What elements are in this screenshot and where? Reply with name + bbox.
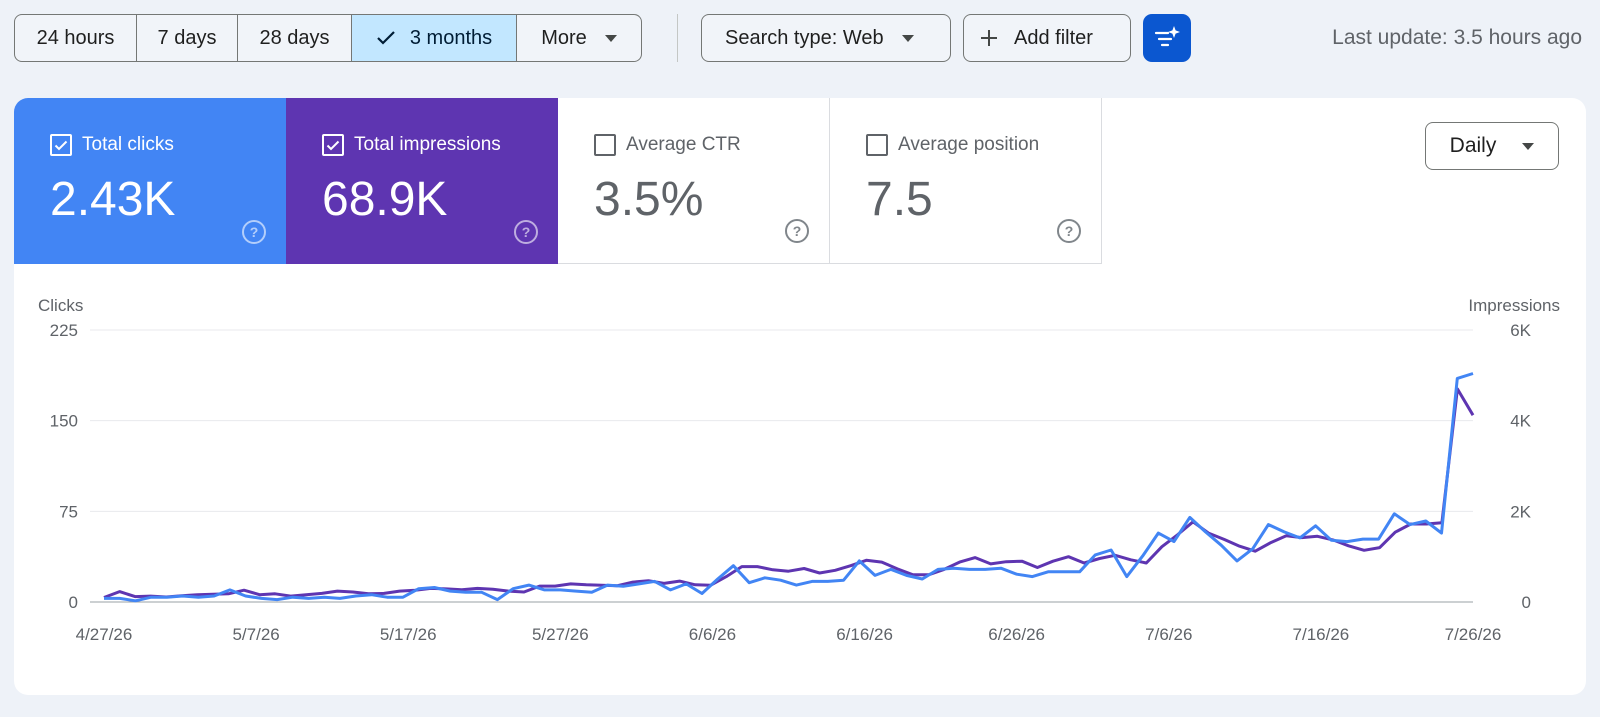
add-filter-button[interactable]: Add filter <box>963 14 1131 62</box>
range-28-days-label: 28 days <box>259 26 330 49</box>
left-tick-label: 0 <box>69 593 78 612</box>
metric-impressions-label: Total impressions <box>354 134 501 155</box>
x-tick-label: 4/27/26 <box>76 625 133 644</box>
caret-down-icon <box>604 34 617 42</box>
range-7-days[interactable]: 7 days <box>137 15 238 61</box>
help-icon[interactable]: ? <box>785 219 809 243</box>
x-tick-label: 6/6/26 <box>689 625 736 644</box>
performance-chart: Clicks Impressions 0 75 150 225 0 2K 4K 6K 4/2… <box>38 296 1560 644</box>
metric-clicks-label-row: Total clicks <box>50 134 174 156</box>
search-type-label: Search type: Web <box>725 26 884 49</box>
help-icon[interactable]: ? <box>1057 219 1081 243</box>
x-tick-label: 5/27/26 <box>532 625 589 644</box>
metric-total-impressions[interactable]: Total impressions 68.9K ? <box>286 98 558 264</box>
range-more-label: More <box>541 26 587 49</box>
toolbar-divider <box>677 14 678 62</box>
x-tick-label: 5/7/26 <box>232 625 279 644</box>
metric-average-position[interactable]: Average position 7.5 ? <box>830 98 1102 264</box>
impressions-series-line <box>103 387 1475 599</box>
metric-position-value: 7.5 <box>866 173 933 226</box>
plus-icon <box>981 30 997 46</box>
x-tick-label: 6/16/26 <box>836 625 893 644</box>
x-tick-label: 7/26/26 <box>1445 625 1502 644</box>
date-range-selector: 24 hours 7 days 28 days 3 months More <box>14 14 642 62</box>
add-filter-label: Add filter <box>1014 26 1093 49</box>
range-24-hours[interactable]: 24 hours <box>15 15 137 61</box>
caret-down-icon <box>901 34 914 42</box>
help-icon[interactable]: ? <box>514 220 538 244</box>
metric-position-label: Average position <box>898 134 1040 155</box>
search-type-dropdown[interactable]: Search type: Web <box>701 14 951 62</box>
left-tick-label: 75 <box>59 502 78 521</box>
x-tick-label: 7/16/26 <box>1293 625 1350 644</box>
ai-filter-button[interactable] <box>1143 14 1191 62</box>
range-28-days[interactable]: 28 days <box>238 15 352 61</box>
granularity-dropdown[interactable]: Daily <box>1425 122 1559 170</box>
left-axis-label: Clicks <box>38 296 83 315</box>
left-tick-label: 225 <box>50 321 78 340</box>
range-24-hours-label: 24 hours <box>36 26 115 49</box>
metric-clicks-value: 2.43K <box>50 173 176 226</box>
clicks-series-line <box>104 372 1474 603</box>
right-tick-label: 2K <box>1510 502 1531 521</box>
right-tick-label: 0 <box>1522 593 1531 612</box>
right-tick-label: 6K <box>1510 321 1531 340</box>
checkbox-checked-icon[interactable] <box>322 134 344 156</box>
caret-down-icon <box>1522 142 1535 150</box>
metric-ctr-value: 3.5% <box>594 173 704 226</box>
help-icon[interactable]: ? <box>242 220 266 244</box>
checkbox-checked-icon[interactable] <box>50 134 72 156</box>
metric-clicks-label: Total clicks <box>82 134 174 155</box>
last-update-text: Last update: 3.5 hours ago <box>1332 26 1582 49</box>
x-tick-label: 5/17/26 <box>380 625 437 644</box>
range-more[interactable]: More <box>517 15 641 61</box>
granularity-label: Daily <box>1449 134 1497 157</box>
metric-average-ctr[interactable]: Average CTR 3.5% ? <box>558 98 830 264</box>
range-7-days-label: 7 days <box>157 26 217 49</box>
right-tick-label: 4K <box>1510 412 1531 431</box>
metric-ctr-label: Average CTR <box>626 134 741 155</box>
metric-impressions-label-row: Total impressions <box>322 134 501 156</box>
metric-total-clicks[interactable]: Total clicks 2.43K ? <box>14 98 286 264</box>
sparkle-filter-icon <box>1154 26 1180 47</box>
left-tick-label: 150 <box>50 412 78 431</box>
check-icon <box>377 31 395 45</box>
right-axis-label: Impressions <box>1468 296 1560 315</box>
performance-card: Total clicks 2.43K ? Total impressions 6… <box>14 98 1586 695</box>
metric-ctr-label-row: Average CTR <box>594 134 741 156</box>
checkbox-unchecked-icon[interactable] <box>866 134 888 156</box>
checkbox-unchecked-icon[interactable] <box>594 134 616 156</box>
range-3-months[interactable]: 3 months <box>352 15 517 61</box>
x-tick-label: 7/6/26 <box>1145 625 1192 644</box>
metric-impressions-value: 68.9K <box>322 173 448 226</box>
metric-position-label-row: Average position <box>866 134 1039 156</box>
range-3-months-label: 3 months <box>409 26 493 49</box>
x-tick-label: 6/26/26 <box>988 625 1045 644</box>
